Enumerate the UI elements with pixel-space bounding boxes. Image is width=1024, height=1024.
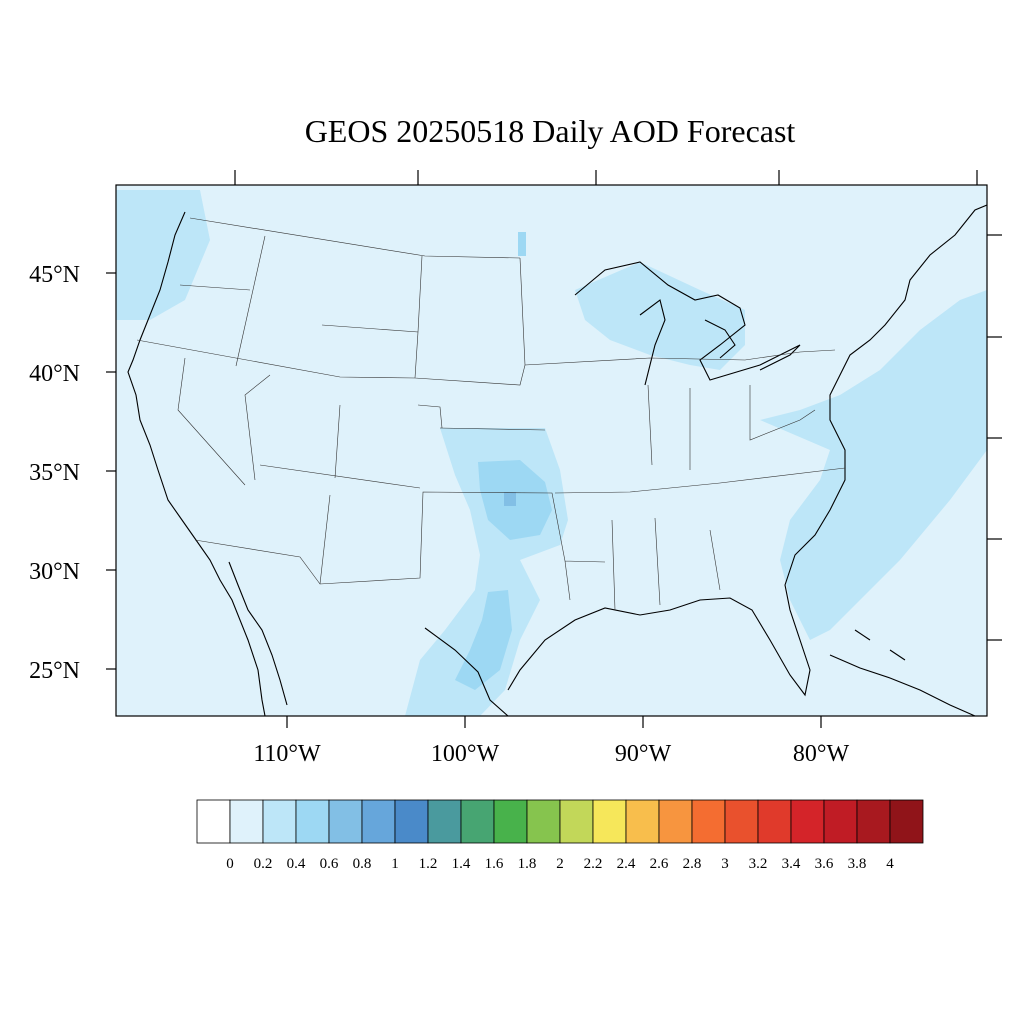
colorbar-swatch <box>262 799 297 844</box>
colorbar-swatch <box>526 799 561 844</box>
colorbar-swatch <box>856 799 891 844</box>
colorbar-swatch <box>328 799 363 844</box>
colorbar-swatch <box>757 799 792 844</box>
colorbar-label: 0 <box>226 856 234 872</box>
state-borders <box>136 217 846 611</box>
colorbar-label: 1.8 <box>518 856 537 872</box>
colorbar-swatch <box>493 799 528 844</box>
great-lakes-outline <box>574 261 801 386</box>
lon-label: 100°W <box>431 741 500 767</box>
lat-label: 25°N <box>29 658 80 684</box>
colorbar-swatch <box>592 799 627 844</box>
colorbar-swatch <box>691 799 726 844</box>
colorbar-label: 3.4 <box>782 856 801 872</box>
colorbar-swatch <box>361 799 396 844</box>
lat-label: 35°N <box>29 460 80 486</box>
colorbar-swatch <box>394 799 429 844</box>
colorbar-label: 0.6 <box>320 856 339 872</box>
lat-label: 30°N <box>29 559 80 585</box>
colorbar-label: 0.4 <box>287 856 306 872</box>
colorbar-label: 3.6 <box>815 856 834 872</box>
aod-region-pacific-northwest <box>116 190 210 320</box>
colorbar-label: 1.2 <box>419 856 438 872</box>
lon-label: 110°W <box>253 741 321 767</box>
colorbar-label: 1.6 <box>485 856 504 872</box>
aod-field <box>116 190 987 716</box>
colorbar-swatch <box>295 799 330 844</box>
colorbar-swatch <box>889 799 924 844</box>
aod-north-spot <box>518 232 526 256</box>
colorbar-swatch <box>625 799 660 844</box>
colorbar-swatch <box>427 799 462 844</box>
map-panel: 45°N 40°N 35°N 30°N 25°N 110°W 100°W 90°W 80°W <box>29 170 1002 767</box>
colorbar-label: 0.2 <box>254 856 273 872</box>
aod-peak-spot <box>504 492 516 506</box>
colorbar-label: 3.2 <box>749 856 768 872</box>
colorbar-swatch <box>823 799 858 844</box>
colorbar-label: 2.8 <box>683 856 702 872</box>
colorbar-label: 3.8 <box>848 856 867 872</box>
map-title: GEOS 20250518 Daily AOD Forecast <box>305 113 796 149</box>
colorbar-label: 0.8 <box>353 856 372 872</box>
colorbar-label: 2.6 <box>650 856 669 872</box>
colorbar-swatch <box>460 799 495 844</box>
bahamas-cuba-outline <box>829 629 976 716</box>
colorbar-label: 2.4 <box>617 856 636 872</box>
gulf-coastline <box>424 204 987 716</box>
colorbar-label: 2 <box>556 856 564 872</box>
colorbar-label: 1 <box>391 856 399 872</box>
latitude-labels: 45°N 40°N 35°N 30°N 25°N <box>29 262 80 684</box>
colorbar-labels: 0 0.2 0.4 0.6 0.8 1 1.2 1.4 1.6 1.8 2 2.2 2.4 2.6 2.8 3… <box>226 856 894 872</box>
west-coastline <box>127 211 266 716</box>
map-ticks <box>106 170 1002 728</box>
aod-region-great-lakes <box>575 262 745 370</box>
colorbar-swatch <box>658 799 693 844</box>
colorbar-swatch <box>229 799 264 844</box>
map-frame <box>115 184 988 717</box>
colorbar <box>196 799 924 844</box>
longitude-labels: 110°W 100°W 90°W 80°W <box>253 741 849 767</box>
lon-label: 80°W <box>793 741 850 767</box>
colorbar-swatch <box>559 799 594 844</box>
colorbar-swatch <box>196 799 231 844</box>
aod-region-atlantic-band <box>760 290 987 640</box>
lon-label: 90°W <box>615 741 672 767</box>
colorbar-label: 1.4 <box>452 856 471 872</box>
colorbar-swatch <box>790 799 825 844</box>
lat-label: 45°N <box>29 262 80 288</box>
lat-label: 40°N <box>29 361 80 387</box>
colorbar-label: 3 <box>721 856 729 872</box>
aod-region-south-texas-plume <box>455 590 512 690</box>
colorbar-label: 4 <box>886 856 894 872</box>
baja-coastline <box>228 561 288 706</box>
colorbar-label: 2.2 <box>584 856 603 872</box>
colorbar-swatch <box>724 799 759 844</box>
